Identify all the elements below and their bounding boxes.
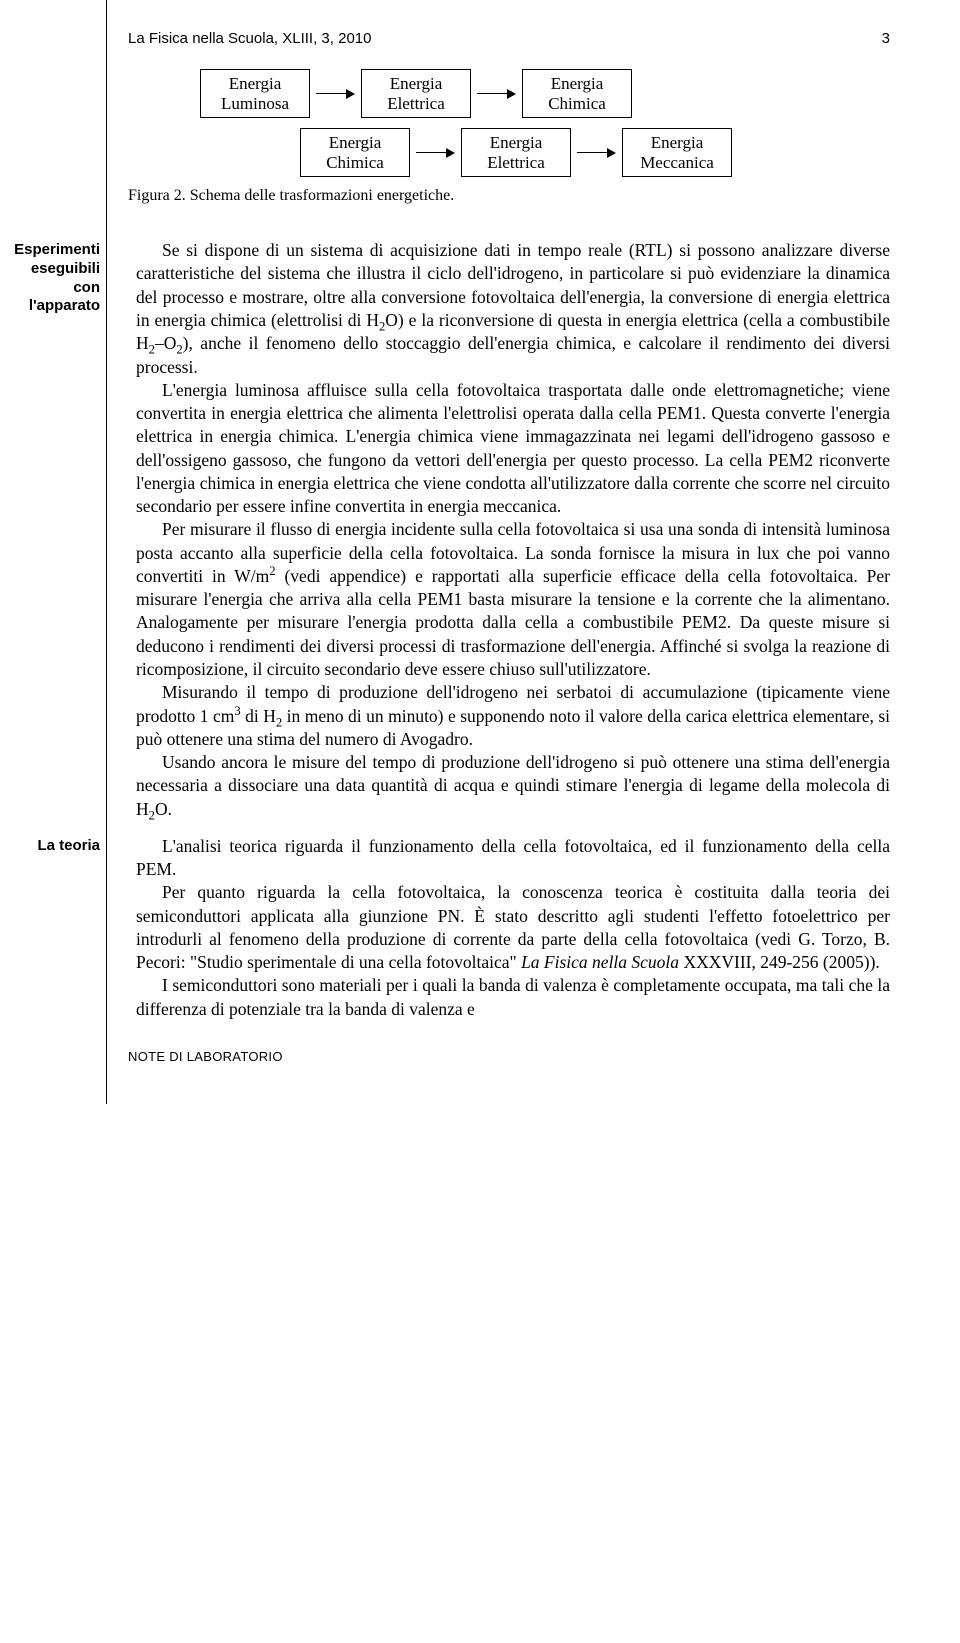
section-teoria: La teoria L'analisi teorica riguarda il … <box>0 835 890 1021</box>
page: La Fisica nella Scuola, XLIII, 3, 2010 3… <box>0 0 960 1104</box>
running-head: La Fisica nella Scuola, XLIII, 3, 2010 3 <box>128 30 890 47</box>
text-run-italic: La Fisica nella Scuola <box>521 952 679 972</box>
para: Se si dispone di un sistema di acquisizi… <box>136 239 890 379</box>
flow2-node-0-line2: Chimica <box>326 153 384 172</box>
para: L'analisi teorica riguarda il funzioname… <box>136 835 890 882</box>
flow2-node-1: Energia Elettrica <box>461 128 571 177</box>
margin-label-line: Esperimenti <box>14 241 100 258</box>
section-esperimenti: Esperimenti eseguibili con l'apparato Se… <box>0 239 890 821</box>
text-run: di H <box>241 706 276 726</box>
running-head-left: La Fisica nella Scuola, XLIII, 3, 2010 <box>128 30 371 47</box>
flow2-node-0: Energia Chimica <box>300 128 410 177</box>
footer-note: NOTE DI LABORATORIO <box>128 1049 890 1064</box>
flow1-node-0-line2: Luminosa <box>221 94 289 113</box>
margin-label-line: eseguibili con <box>31 260 100 296</box>
text-run: XXXVIII, 249-256 (2005)). <box>679 952 880 972</box>
para: L'energia luminosa affluisce sulla cella… <box>136 379 890 519</box>
energy-flow-2: Energia Chimica Energia Elettrica Energi… <box>300 128 890 177</box>
arrow-icon <box>316 89 355 99</box>
flow1-node-2: Energia Chimica <box>522 69 632 118</box>
body-text-esperimenti: Se si dispone di un sistema di acquisizi… <box>114 239 890 821</box>
flow1-node-0: Energia Luminosa <box>200 69 310 118</box>
para: Usando ancora le misure del tempo di pro… <box>136 751 890 821</box>
margin-label-line: l'apparato <box>29 297 100 314</box>
energy-flow-1: Energia Luminosa Energia Elettrica Energ… <box>200 69 890 118</box>
flow1-node-2-line1: Energia <box>551 74 604 93</box>
flow1-node-1-line1: Energia <box>390 74 443 93</box>
arrow-icon <box>577 148 616 158</box>
para: Per quanto riguarda la cella fotovoltaic… <box>136 881 890 974</box>
flow2-node-2: Energia Meccanica <box>622 128 732 177</box>
flow1-node-1-line2: Elettrica <box>387 94 445 113</box>
flow2-node-1-line1: Energia <box>490 133 543 152</box>
page-number: 3 <box>882 30 890 47</box>
body-text-teoria: L'analisi teorica riguarda il funzioname… <box>114 835 890 1021</box>
margin-label-teoria: La teoria <box>0 835 114 856</box>
text-run: ), anche il fenomeno dello stoccaggio de… <box>136 333 890 376</box>
flow2-node-2-line2: Meccanica <box>640 153 714 172</box>
para: I semiconduttori sono materiali per i qu… <box>136 974 890 1021</box>
flow1-node-1: Energia Elettrica <box>361 69 471 118</box>
vertical-margin-rule <box>106 0 107 1104</box>
text-run: Usando ancora le misure del tempo di pro… <box>136 752 890 819</box>
flow2-node-1-line2: Elettrica <box>487 153 545 172</box>
para: Per misurare il flusso di energia incide… <box>136 518 890 681</box>
flow2-node-2-line1: Energia <box>651 133 704 152</box>
flow1-node-2-line2: Chimica <box>548 94 606 113</box>
para: Misurando il tempo di produzione dell'id… <box>136 681 890 751</box>
margin-label-esperimenti: Esperimenti eseguibili con l'apparato <box>0 239 114 316</box>
arrow-icon <box>477 89 516 99</box>
flow2-node-0-line1: Energia <box>329 133 382 152</box>
arrow-icon <box>416 148 455 158</box>
text-run: O. <box>155 799 172 819</box>
flow1-node-0-line1: Energia <box>229 74 282 93</box>
text-run: –O <box>155 333 176 353</box>
figure-caption: Figura 2. Schema delle trasformazioni en… <box>128 187 890 205</box>
